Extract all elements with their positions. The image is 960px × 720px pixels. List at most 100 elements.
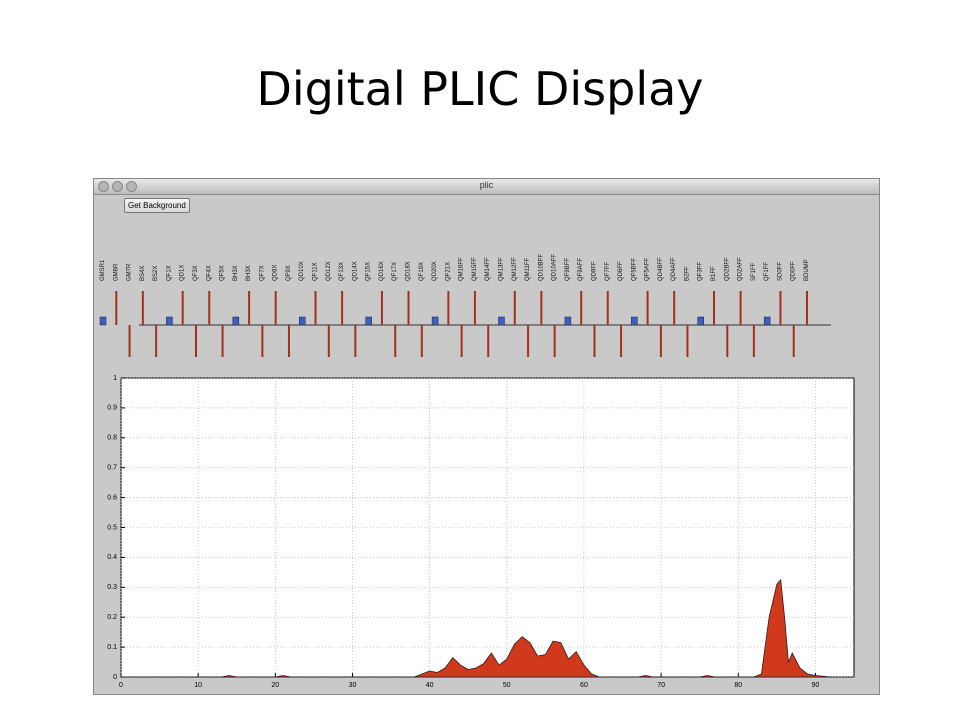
magnet <box>697 316 704 326</box>
magnet <box>631 316 638 326</box>
element-label: QD4BFF <box>658 257 664 281</box>
magnet <box>155 325 158 357</box>
element-label: QF5X <box>220 265 226 281</box>
y-tick-label: 1 <box>113 375 117 382</box>
element-label: QF11X <box>313 262 319 281</box>
magnet <box>447 291 450 325</box>
magnet <box>208 291 211 325</box>
magnet <box>513 291 516 325</box>
y-tick-label: 0.7 <box>107 465 117 472</box>
x-tick-label: 40 <box>426 682 434 689</box>
element-label: GM7R <box>127 263 133 281</box>
magnet <box>473 291 476 325</box>
y-tick-label: 0.4 <box>107 554 117 561</box>
element-label: QF4X <box>206 265 212 281</box>
element-label: QF3FF <box>698 262 704 281</box>
slide-title: Digital PLIC Display <box>256 62 704 116</box>
element-label: QM15FF <box>472 257 478 281</box>
element-label: QF1FF <box>764 262 770 281</box>
x-tick-label: 10 <box>194 682 202 689</box>
element-label: BS2X <box>153 266 159 281</box>
y-tick-label: 0.9 <box>107 405 117 412</box>
get-background-button[interactable]: Get Background <box>124 198 190 213</box>
element-label: QD14X <box>352 261 358 281</box>
element-label: QF19X <box>419 262 425 281</box>
magnet <box>354 325 357 357</box>
element-label: B2FF <box>684 266 690 281</box>
y-tick-label: 0.2 <box>107 614 117 621</box>
element-label: QD2AFF <box>738 257 744 281</box>
y-tick-label: 0.3 <box>107 584 117 591</box>
magnet <box>394 325 397 357</box>
magnet <box>580 291 583 325</box>
element-label: QF9X <box>286 265 292 281</box>
magnet <box>327 325 330 357</box>
y-tick-label: 0 <box>113 674 117 681</box>
magnet <box>806 291 808 325</box>
element-label: QF17X <box>392 262 398 281</box>
element-label: QM13FF <box>498 257 504 281</box>
magnet <box>553 325 556 357</box>
app-window: plic Get Background GMSR1 GM6R GM7R BS4X BS2… <box>93 178 880 695</box>
magnet <box>673 291 676 325</box>
element-label: QD8X <box>273 265 279 281</box>
magnet <box>659 325 662 357</box>
element-label: QD20X <box>432 261 438 281</box>
magnet <box>128 325 131 357</box>
magnet <box>726 325 729 357</box>
magnet <box>221 325 224 357</box>
element-label: QF7X <box>259 265 265 281</box>
magnet <box>261 325 264 357</box>
magnet <box>181 291 184 325</box>
magnet <box>248 291 251 325</box>
beamline-view: GMSR1 GM6R GM7R BS4X BS2X QF1X QD1X QF3X QF4X QF5… <box>99 254 831 357</box>
element-label: QD10BFF <box>538 254 544 281</box>
magnet <box>606 291 609 325</box>
element-label: QF1X <box>166 265 172 281</box>
element-label: QF5AFF <box>645 258 651 281</box>
element-label: QD10X <box>299 261 305 281</box>
y-tick-label: 0.1 <box>107 644 117 651</box>
element-label: QF13X <box>339 262 345 281</box>
element-label: QD18X <box>406 261 412 281</box>
y-tick-label: 0.6 <box>107 494 117 501</box>
zoom-button[interactable] <box>126 181 137 192</box>
magnet <box>141 291 144 325</box>
element-label: QD2BFF <box>724 257 730 281</box>
magnet <box>380 291 383 325</box>
magnet <box>713 291 716 325</box>
y-tick-label: 0.8 <box>107 435 117 442</box>
magnet <box>287 325 290 357</box>
element-label: BS4X <box>140 266 146 281</box>
element-label: QF3X <box>193 265 199 281</box>
magnet <box>763 316 771 326</box>
element-label: BDUMP <box>804 259 810 281</box>
title-bar: plic <box>94 179 879 195</box>
magnet <box>341 291 344 325</box>
element-label: BH3X <box>233 265 239 281</box>
element-label: GM6R <box>113 263 119 281</box>
element-label: QD12X <box>326 261 332 281</box>
element-label: QM16FF <box>459 257 465 281</box>
magnet <box>460 325 463 357</box>
magnet <box>752 325 755 357</box>
close-button[interactable] <box>98 181 109 192</box>
magnet <box>99 316 107 326</box>
minimize-button[interactable] <box>112 181 123 192</box>
magnet <box>115 291 118 325</box>
magnet <box>686 325 689 357</box>
magnet <box>365 316 372 326</box>
element-label: QF9BFF <box>565 258 571 281</box>
element-label: QM14FF <box>485 257 491 281</box>
element-label: QD1X <box>180 265 186 281</box>
magnet <box>779 291 782 325</box>
x-tick-label: 80 <box>734 682 742 689</box>
magnet <box>314 291 317 325</box>
element-label: QF7FF <box>605 262 611 281</box>
element-label: B1FF <box>711 266 717 281</box>
element-label: QD8FF <box>591 261 597 281</box>
magnet <box>646 291 649 325</box>
magnet <box>792 325 795 357</box>
element-label: QF9AFF <box>578 258 584 281</box>
